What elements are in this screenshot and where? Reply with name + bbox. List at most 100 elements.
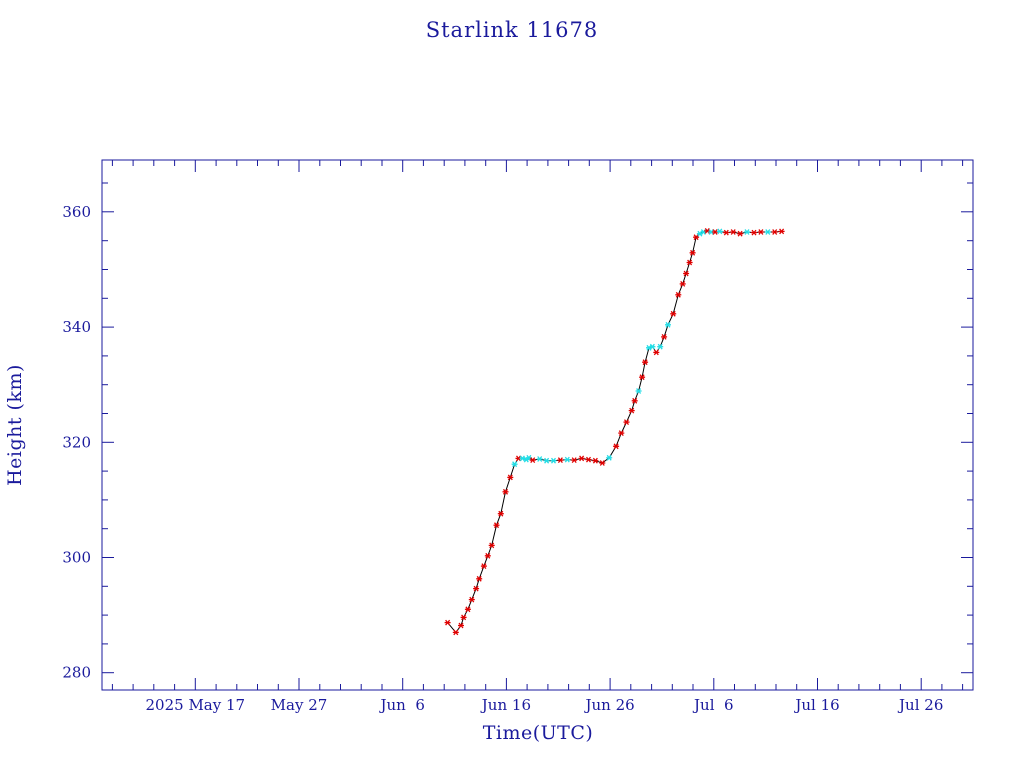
data-point-stroke <box>758 229 764 235</box>
data-point-stroke <box>485 552 491 559</box>
data-point-stroke <box>632 397 638 404</box>
data-point <box>751 229 757 236</box>
y-tick-label: 320 <box>62 433 91 451</box>
data-point-stroke <box>708 229 714 235</box>
data-point-stroke <box>618 430 624 437</box>
data-point <box>716 228 723 235</box>
data-point <box>480 563 487 570</box>
x-tick-label: Jun 6 <box>378 696 424 714</box>
data-point <box>631 397 638 404</box>
data-point <box>507 474 514 481</box>
data-point-stroke <box>717 228 723 235</box>
data-point-stroke <box>599 460 605 466</box>
axis-tick-labels: 2025 May 17 May 27 Jun 6 Jun 16 Jun 26 Jul 6 J… <box>62 203 943 714</box>
data-point-stroke <box>592 457 598 464</box>
data-point <box>764 229 771 235</box>
data-point-stroke <box>642 359 648 366</box>
data-point <box>683 270 690 277</box>
data-point-stroke <box>519 455 525 462</box>
data-point <box>476 575 483 582</box>
data-point <box>460 614 467 621</box>
data-point-stroke <box>502 488 509 495</box>
data-point <box>592 457 599 464</box>
data-point-stroke <box>649 343 655 350</box>
data-point-stroke <box>537 456 543 462</box>
data-point <box>693 234 700 241</box>
data-point <box>511 461 518 468</box>
data-point-stroke <box>526 454 532 461</box>
data-point-stroke <box>737 230 743 237</box>
data-point-stroke <box>530 457 536 464</box>
data-point-stroke <box>623 419 630 426</box>
data-point <box>665 321 671 328</box>
data-point <box>493 522 500 529</box>
data-point <box>464 606 471 613</box>
data-point <box>757 229 764 235</box>
data-point <box>737 230 744 237</box>
data-point <box>639 374 646 381</box>
data-point <box>536 456 543 462</box>
data-point-stroke <box>507 474 513 481</box>
data-point <box>502 488 509 495</box>
data-point-stroke <box>636 388 642 394</box>
data-point-stroke <box>465 606 471 613</box>
data-point <box>458 622 464 629</box>
x-axis-label: Time(UTC) <box>483 722 594 744</box>
data-point-stroke <box>690 249 696 256</box>
data-point-stroke <box>629 407 635 414</box>
chart-title: Starlink 11678 <box>426 18 599 42</box>
data-point-stroke <box>744 229 750 235</box>
data-point-stroke <box>557 457 563 464</box>
data-point-stroke <box>498 510 504 517</box>
data-point <box>723 229 730 236</box>
data-point-stroke <box>680 280 686 287</box>
data-point-stroke <box>453 629 459 636</box>
data-point <box>649 343 656 350</box>
data-point <box>657 343 664 350</box>
data-point-stroke <box>704 227 710 234</box>
data-point <box>468 596 475 603</box>
data-point <box>585 456 592 463</box>
data-point-stroke <box>606 454 612 461</box>
data-point <box>618 430 625 437</box>
data-point-stroke <box>665 321 671 328</box>
data-point <box>689 249 696 256</box>
data-point <box>778 228 785 235</box>
data-layer <box>444 227 785 636</box>
data-point-stroke <box>723 229 729 236</box>
data-point-stroke <box>670 310 676 317</box>
data-point <box>642 359 649 366</box>
data-point-stroke <box>564 456 570 463</box>
y-tick-label: 280 <box>62 664 91 682</box>
x-tick-label: May 27 <box>271 696 328 714</box>
data-point <box>578 455 585 462</box>
data-point-stroke <box>544 457 550 464</box>
data-point-stroke <box>751 229 757 236</box>
x-tick-label: Jul 6 <box>692 696 734 714</box>
x-tick-label: 2025 May 17 <box>146 696 246 714</box>
data-point-stroke <box>493 522 500 529</box>
data-point-stroke <box>445 619 451 626</box>
data-point-stroke <box>657 343 663 350</box>
data-point <box>529 457 536 464</box>
data-point <box>670 310 677 317</box>
x-tick-label: Jul 16 <box>793 696 839 714</box>
data-point <box>744 229 750 235</box>
data-point <box>606 454 613 461</box>
data-point-stroke <box>461 614 467 621</box>
data-point-stroke <box>765 229 771 235</box>
data-point <box>730 229 737 235</box>
y-axis-label: Height (km) <box>4 364 26 486</box>
data-point <box>613 443 620 450</box>
axis-ticks <box>102 160 973 690</box>
data-point-stroke <box>469 596 475 603</box>
data-point-stroke <box>458 622 464 629</box>
y-tick-label: 360 <box>62 203 91 221</box>
data-point <box>653 349 660 356</box>
data-point <box>557 457 564 464</box>
data-point-stroke <box>693 234 699 241</box>
data-point <box>571 457 578 464</box>
data-point-stroke <box>687 259 693 266</box>
data-point <box>599 460 606 466</box>
